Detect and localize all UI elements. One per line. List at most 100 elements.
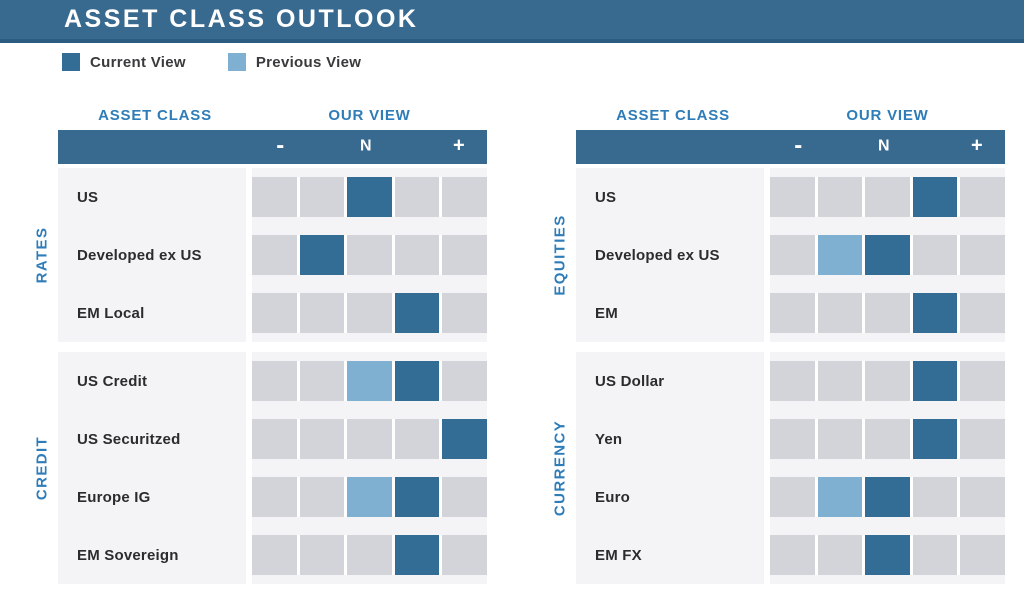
view-cell-empty xyxy=(865,419,910,459)
our-view-header: OUR VIEW xyxy=(846,106,929,124)
column-headers: ASSET CLASS OUR VIEW xyxy=(58,100,487,130)
view-cell-current xyxy=(912,177,958,217)
view-cell-empty xyxy=(442,235,487,275)
view-row xyxy=(252,168,487,226)
view-cell-empty xyxy=(252,293,297,333)
view-cell-empty xyxy=(770,419,815,459)
view-cell-empty xyxy=(299,419,345,459)
view-cell-empty xyxy=(817,361,863,401)
view-strip xyxy=(770,361,1005,401)
column-headers: ASSET CLASS OUR VIEW xyxy=(576,100,1005,130)
current-view-swatch xyxy=(62,53,80,71)
view-cell-empty xyxy=(770,177,815,217)
view-cell-empty xyxy=(865,293,910,333)
view-cell-empty xyxy=(770,361,815,401)
view-cell-empty xyxy=(347,293,392,333)
view-cell-empty xyxy=(960,293,1005,333)
view-strip xyxy=(252,419,487,459)
view-cell-previous xyxy=(817,235,863,275)
view-cell-current xyxy=(347,177,392,217)
legend-item: Previous View xyxy=(227,53,362,71)
view-cell-empty xyxy=(442,477,487,517)
view-strip xyxy=(770,419,1005,459)
view-row xyxy=(252,410,487,468)
view-cell-empty xyxy=(960,177,1005,217)
group-label: CREDIT xyxy=(33,435,51,501)
group-label: CURRENCY xyxy=(551,419,569,517)
view-cell-current xyxy=(394,361,440,401)
view-strip xyxy=(770,535,1005,575)
view-cell-empty xyxy=(865,177,910,217)
view-strip xyxy=(770,235,1005,275)
asset-class-header: ASSET CLASS xyxy=(616,106,730,124)
view-strip xyxy=(252,535,487,575)
asset-label: EM Sovereign xyxy=(77,546,179,564)
view-cell-empty xyxy=(299,477,345,517)
view-cells-column xyxy=(252,168,487,342)
view-row xyxy=(252,284,487,342)
view-cell-current xyxy=(394,477,440,517)
view-cell-empty xyxy=(394,177,440,217)
asset-label: US xyxy=(77,188,99,206)
view-cell-empty xyxy=(770,293,815,333)
legend-label: Current View xyxy=(90,53,186,71)
view-cell-empty xyxy=(252,177,297,217)
view-cell-current xyxy=(394,293,440,333)
view-cell-empty xyxy=(299,535,345,575)
view-cell-empty xyxy=(299,293,345,333)
view-cell-empty xyxy=(770,535,815,575)
group-equities: EQUITIES US Developed ex US EM xyxy=(552,168,1005,342)
view-cell-previous xyxy=(347,361,392,401)
view-cell-empty xyxy=(299,361,345,401)
view-cell-empty xyxy=(817,177,863,217)
legend: Current View Previous View xyxy=(62,53,403,71)
group-credit: CREDIT US Credit US Securitzed Europe IG EM … xyxy=(34,352,487,584)
our-view-header: OUR VIEW xyxy=(328,106,411,124)
group-rates: RATES US Developed ex US EM Local xyxy=(34,168,487,342)
view-row xyxy=(252,468,487,526)
view-cell-empty xyxy=(865,361,910,401)
legend-label: Previous View xyxy=(255,53,362,71)
view-strip xyxy=(252,361,487,401)
asset-class-header: ASSET CLASS xyxy=(98,106,212,124)
view-cell-empty xyxy=(817,535,863,575)
group-label: EQUITIES xyxy=(551,214,569,296)
view-cell-empty xyxy=(960,419,1005,459)
view-cell-empty xyxy=(912,477,958,517)
outlook-panel-left: ASSET CLASS OUR VIEW - N + RATES US Developed e… xyxy=(34,100,487,594)
plus-scale-label: + xyxy=(452,134,465,157)
view-strip xyxy=(252,293,487,333)
asset-label-column: US Developed ex US EM Local xyxy=(58,168,246,342)
view-cell-empty xyxy=(442,535,487,575)
asset-label: US Securitzed xyxy=(77,430,181,448)
asset-label: US Dollar xyxy=(595,372,665,390)
view-cell-current xyxy=(442,419,487,459)
view-cell-empty xyxy=(912,235,958,275)
view-strip xyxy=(770,477,1005,517)
asset-label: Yen xyxy=(595,430,623,448)
view-cell-current xyxy=(912,419,958,459)
scale-labels: - N + xyxy=(252,130,487,164)
neutral-scale-label: N xyxy=(359,137,372,155)
view-cell-current xyxy=(865,535,910,575)
view-strip xyxy=(252,477,487,517)
asset-label: EM xyxy=(595,304,618,322)
view-cell-empty xyxy=(442,293,487,333)
page-title: ASSET CLASS OUTLOOK xyxy=(64,5,419,33)
view-cell-empty xyxy=(817,419,863,459)
view-cell-empty xyxy=(912,535,958,575)
view-cell-empty xyxy=(770,477,815,517)
view-cell-empty xyxy=(817,293,863,333)
asset-label: EM FX xyxy=(595,546,642,564)
asset-label-column: US Dollar Yen Euro EM FX xyxy=(576,352,764,584)
view-cell-empty xyxy=(394,419,440,459)
asset-label-column: US Developed ex US EM xyxy=(576,168,764,342)
view-cells-column xyxy=(770,352,1005,584)
view-cell-previous xyxy=(817,477,863,517)
view-row xyxy=(770,410,1005,468)
view-row xyxy=(252,526,487,584)
view-row xyxy=(770,168,1005,226)
view-cell-empty xyxy=(960,535,1005,575)
view-row xyxy=(252,226,487,284)
view-cell-current xyxy=(299,235,345,275)
